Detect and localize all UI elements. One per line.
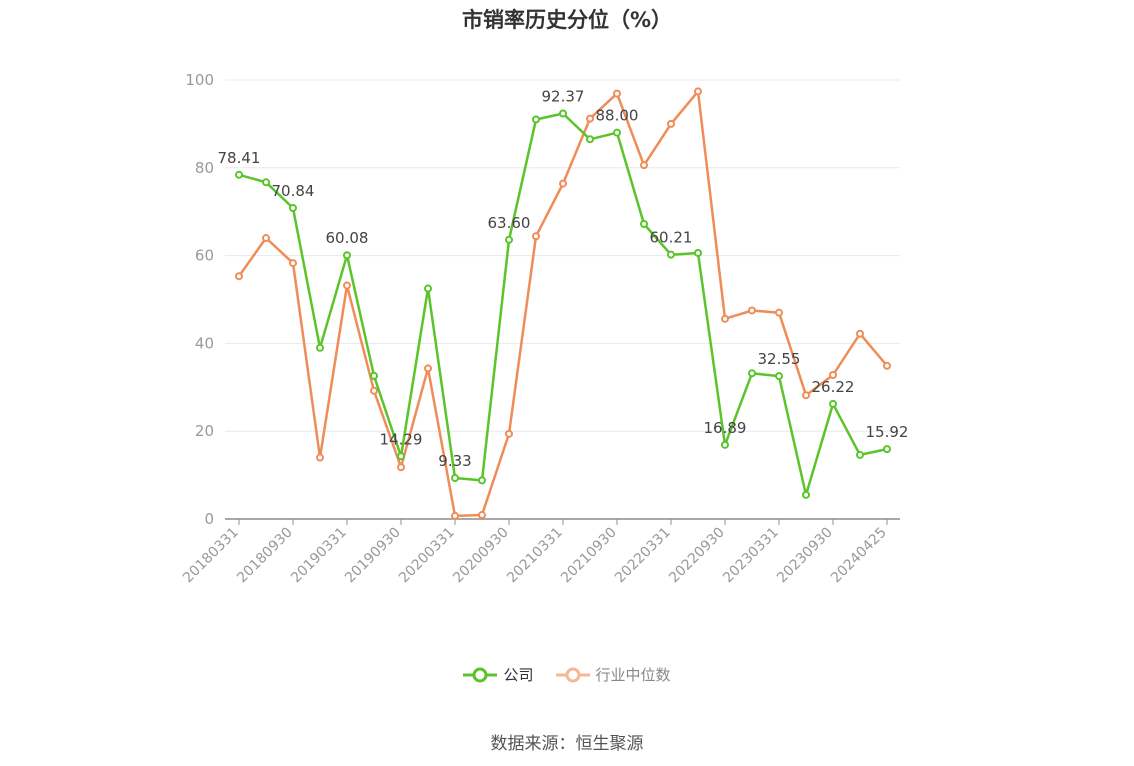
data-point-company xyxy=(856,450,864,459)
legend-item-company[interactable]: 公司 xyxy=(463,664,534,685)
data-point-industry-median xyxy=(289,259,297,268)
series-line-industry-median xyxy=(237,90,888,518)
data-point-company xyxy=(235,170,243,179)
data-point-company xyxy=(694,248,702,257)
data-point-industry-median xyxy=(424,364,432,373)
data-label: 60.08 xyxy=(326,229,369,247)
data-point-company xyxy=(802,490,810,499)
data-point-industry-median xyxy=(532,232,540,241)
data-point-company xyxy=(559,109,567,118)
data-point-industry-median xyxy=(775,308,783,317)
data-point-industry-median xyxy=(478,511,486,520)
data-point-industry-median xyxy=(748,306,756,315)
data-point-industry-median xyxy=(802,391,810,400)
data-point-company xyxy=(775,372,783,381)
data-point-company xyxy=(370,371,378,380)
x-tick-label: 20210930 xyxy=(558,525,620,587)
legend-label-company: 公司 xyxy=(503,666,534,684)
y-tick-label: 0 xyxy=(204,510,214,528)
data-point-company xyxy=(667,250,675,259)
source-text: 数据来源：恒生聚源 xyxy=(490,734,644,754)
x-tick-label: 20220930 xyxy=(666,525,728,587)
data-point-industry-median xyxy=(856,329,864,338)
data-label: 92.37 xyxy=(542,87,585,105)
x-tick-label: 20190930 xyxy=(342,525,404,587)
x-tick-label: 20210331 xyxy=(504,525,566,587)
legend-item-industry-median[interactable]: 行业中位数 xyxy=(555,664,671,685)
data-label: 60.21 xyxy=(650,229,693,247)
x-tick-label: 20190331 xyxy=(288,525,350,587)
data-point-company xyxy=(586,135,594,144)
data-point-industry-median xyxy=(667,119,675,128)
data-point-company xyxy=(505,235,513,244)
data-point-company xyxy=(721,440,729,449)
legend-marker-company xyxy=(463,667,498,682)
data-point-company xyxy=(316,343,324,352)
data-label: 26.22 xyxy=(812,378,855,396)
data-point-industry-median xyxy=(262,234,270,243)
x-tick-label: 20180331 xyxy=(180,525,242,587)
y-tick-label: 40 xyxy=(195,334,214,352)
data-label: 14.29 xyxy=(380,430,423,448)
data-label: 88.00 xyxy=(596,107,639,125)
data-point-industry-median xyxy=(505,429,513,438)
x-tick-label: 20240425 xyxy=(828,525,890,587)
data-point-company xyxy=(397,452,405,461)
legend: 公司 行业中位数 xyxy=(0,664,1134,685)
data-point-company xyxy=(343,251,351,260)
x-tick-label: 20200331 xyxy=(396,525,458,587)
y-tick-label: 60 xyxy=(195,247,214,265)
x-tick-label: 20220331 xyxy=(612,525,674,587)
x-tick-label: 20180930 xyxy=(234,525,296,587)
data-point-company xyxy=(289,204,297,213)
data-point-company xyxy=(262,178,270,187)
data-point-industry-median xyxy=(397,463,405,472)
chart-title: 市销率历史分位（%） xyxy=(461,8,673,32)
data-point-company xyxy=(883,445,891,454)
data-point-company xyxy=(532,115,540,124)
x-tick-label: 20230930 xyxy=(774,525,836,587)
data-point-company xyxy=(451,474,459,483)
y-tick-label: 20 xyxy=(195,422,214,440)
data-label: 9.33 xyxy=(438,452,471,470)
data-label: 70.84 xyxy=(272,182,315,200)
data-point-industry-median xyxy=(721,314,729,323)
data-label: 16.89 xyxy=(704,419,747,437)
data-point-industry-median xyxy=(451,511,459,520)
data-point-industry-median xyxy=(370,386,378,395)
legend-label-industry-median: 行业中位数 xyxy=(595,666,671,684)
data-point-industry-median xyxy=(613,89,621,98)
legend-marker-industry-median xyxy=(555,667,590,682)
data-label: 15.92 xyxy=(866,423,909,441)
data-point-industry-median xyxy=(829,371,837,380)
data-point-industry-median xyxy=(883,361,891,370)
data-point-industry-median xyxy=(316,453,324,462)
data-label: 63.60 xyxy=(488,214,531,232)
data-point-company xyxy=(748,369,756,378)
series-line-company xyxy=(238,112,888,497)
y-tick-label: 80 xyxy=(195,159,214,177)
data-point-company xyxy=(478,476,486,485)
data-point-company xyxy=(613,128,621,137)
data-point-industry-median xyxy=(343,281,351,290)
data-point-industry-median xyxy=(559,179,567,188)
data-point-industry-median xyxy=(694,87,702,96)
data-point-industry-median xyxy=(586,114,594,123)
data-point-company xyxy=(424,284,432,293)
y-tick-label: 100 xyxy=(185,71,214,89)
data-point-company xyxy=(829,399,837,408)
data-point-company xyxy=(640,219,648,228)
data-point-industry-median xyxy=(640,161,648,170)
data-label: 32.55 xyxy=(758,350,801,368)
x-tick-label: 20200930 xyxy=(450,525,512,587)
data-point-industry-median xyxy=(235,272,243,281)
x-tick-label: 20230331 xyxy=(720,525,782,587)
data-label: 78.41 xyxy=(218,149,261,167)
